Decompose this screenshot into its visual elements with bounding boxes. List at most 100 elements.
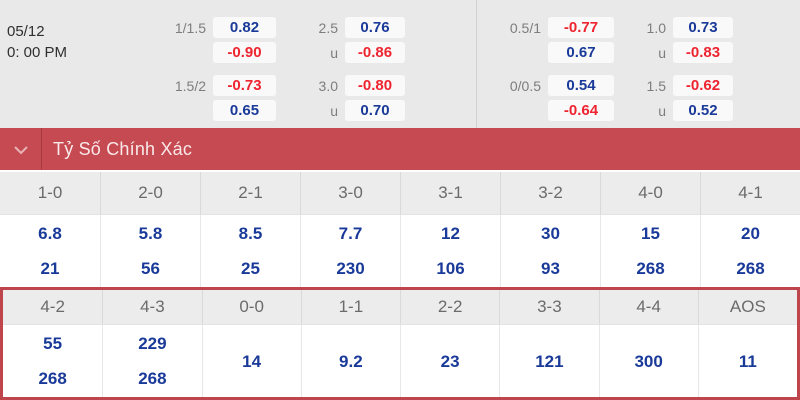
score-column-header: 4-3 [102, 290, 201, 324]
chevron-down-icon[interactable] [13, 145, 29, 155]
odds-value[interactable]: -0.73 [213, 75, 276, 96]
score-odds-value[interactable]: 229 [138, 334, 167, 353]
score-odds-value[interactable]: 15 [641, 224, 660, 243]
score-odds-value[interactable]: 55 [43, 334, 63, 353]
odds-pair-total: 3.0 -0.80 u 0.70 [282, 75, 405, 121]
odds-value[interactable]: 0.65 [213, 100, 276, 121]
score-odds-cell[interactable]: 7.7 230 [300, 215, 400, 287]
score-odds-value[interactable]: 21 [40, 259, 60, 278]
odds-pair-handicap: 1.5/2 -0.73 0.65 [160, 75, 276, 121]
score-odds-value[interactable]: 268 [736, 259, 765, 278]
score-odds-value[interactable]: 268 [636, 259, 665, 278]
score-odds-cell[interactable]: 30 93 [500, 215, 600, 287]
score-odds-cell[interactable]: 5.8 56 [100, 215, 200, 287]
score-odds-cell[interactable]: 55 268 [3, 325, 102, 397]
score-column-header: AOS [697, 290, 797, 324]
odds-line-label: 1.5 [646, 77, 666, 94]
score-odds-value[interactable]: 23 [440, 351, 460, 371]
odds-value[interactable]: -0.64 [548, 100, 614, 121]
score-odds-value[interactable]: 9.2 [339, 351, 363, 371]
odds-line-label: u [330, 102, 338, 119]
score-column-header: 2-2 [400, 290, 499, 324]
odds-line-label: 0/0.5 [509, 77, 541, 94]
score-odds-cell[interactable]: 229 268 [102, 325, 201, 397]
score-column-header: 3-1 [400, 172, 500, 214]
odds-value[interactable]: 0.76 [345, 17, 405, 38]
odds-line-label: 1.0 [646, 19, 666, 36]
odds-value[interactable]: -0.62 [673, 75, 733, 96]
score-odds-value[interactable]: 30 [541, 224, 560, 243]
vertical-divider [476, 0, 477, 128]
score-column-header: 2-0 [100, 172, 200, 214]
score-odds-value[interactable]: 12 [441, 224, 460, 243]
score-odds-value[interactable]: 14 [242, 351, 262, 371]
section-title: Tỷ Số Chính Xác [53, 138, 193, 159]
section-header-bar[interactable]: Tỷ Số Chính Xác [0, 128, 800, 170]
odds-row: 0.5/1 -0.77 0.67 1.0 0.73 u -0.83 [477, 17, 800, 63]
score-odds-value[interactable]: 11 [738, 351, 757, 371]
score-values-row: 55 268 229 268 14 9.2 23 121 [3, 324, 797, 397]
odds-line-label: 1.5/2 [174, 77, 206, 94]
match-time: 0: 00 PM [7, 44, 68, 61]
score-column-header: 4-0 [600, 172, 700, 214]
odds-pair-handicap: 0.5/1 -0.77 0.67 [477, 17, 614, 63]
score-odds-value[interactable]: 268 [38, 369, 67, 388]
odds-value[interactable]: -0.90 [213, 42, 276, 63]
score-odds-value[interactable]: 106 [436, 259, 465, 278]
score-values-row: 6.8 21 5.8 56 8.5 25 7.7 230 12 106 30 9… [0, 214, 800, 287]
score-column-header: 1-0 [37, 183, 63, 202]
score-odds-cell[interactable]: 11 [697, 325, 797, 397]
odds-row: 1/1.5 0.82 -0.90 2.5 0.76 u -0.86 [160, 17, 476, 63]
odds-line-label: u [658, 102, 666, 119]
score-odds-cell[interactable]: 8.5 25 [200, 215, 300, 287]
odds-pair-handicap: 1/1.5 0.82 -0.90 [160, 17, 276, 63]
score-odds-value[interactable]: 93 [541, 259, 560, 278]
score-odds-value[interactable]: 268 [138, 369, 167, 388]
odds-value[interactable]: 0.70 [345, 100, 405, 121]
odds-pair-handicap: 0/0.5 0.54 -0.64 [477, 75, 614, 121]
score-odds-value[interactable]: 8.5 [238, 224, 263, 243]
odds-value[interactable]: -0.83 [673, 42, 733, 63]
odds-pair-total: 2.5 0.76 u -0.86 [282, 17, 405, 63]
odds-line-label: 2.5 [318, 19, 338, 36]
score-odds-value[interactable]: 20 [741, 224, 760, 243]
score-odds-cell[interactable]: 14 [201, 325, 301, 397]
score-odds-value[interactable]: 25 [241, 259, 260, 278]
score-odds-value[interactable]: 6.8 [38, 224, 62, 243]
score-odds-value[interactable]: 300 [634, 351, 663, 371]
odds-value[interactable]: 0.54 [548, 75, 614, 96]
odds-line-label: 1/1.5 [174, 19, 206, 36]
score-odds-cell[interactable]: 12 106 [400, 215, 500, 287]
match-date: 05/12 [7, 23, 45, 40]
score-odds-value[interactable]: 56 [141, 259, 160, 278]
odds-block-left: 1/1.5 0.82 -0.90 2.5 0.76 u -0.86 1.5/2 … [160, 0, 476, 128]
odds-line-label: u [330, 44, 338, 61]
odds-line-label: u [658, 44, 666, 61]
score-odds-cell[interactable]: 121 [499, 325, 598, 397]
score-odds-cell[interactable]: 15 268 [600, 215, 700, 287]
odds-value[interactable]: -0.77 [548, 17, 614, 38]
odds-value[interactable]: -0.86 [345, 42, 405, 63]
score-odds-cell[interactable]: 20 268 [700, 215, 800, 287]
match-odds-header: 05/12 0: 00 PM 1/1.5 0.82 -0.90 2.5 0.76… [0, 0, 800, 128]
score-odds-cell[interactable]: 6.8 21 [0, 215, 100, 287]
correct-score-section-1: 1-0 2-0 2-1 3-0 3-1 3-2 4-0 4-1 6.8 21 5… [0, 170, 800, 287]
odds-value[interactable]: 0.52 [673, 100, 733, 121]
odds-value[interactable]: 0.73 [673, 17, 733, 38]
odds-row: 1.5/2 -0.73 0.65 3.0 -0.80 u 0.70 [160, 75, 476, 121]
score-odds-value[interactable]: 230 [336, 259, 365, 278]
score-odds-cell[interactable]: 300 [598, 325, 698, 397]
score-column-header: 3-3 [499, 290, 598, 324]
score-odds-cell[interactable]: 23 [400, 325, 499, 397]
score-odds-value[interactable]: 5.8 [138, 224, 163, 243]
odds-value[interactable]: -0.80 [345, 75, 405, 96]
score-column-header: 4-2 [40, 297, 65, 316]
score-column-header: 4-1 [700, 172, 800, 214]
score-odds-value[interactable]: 121 [535, 351, 564, 371]
correct-score-section-2: 4-2 4-3 0-0 1-1 2-2 3-3 4-4 AOS 55 268 2… [0, 287, 800, 400]
score-column-header: 3-2 [500, 172, 600, 214]
score-odds-value[interactable]: 7.7 [338, 224, 363, 243]
odds-value[interactable]: 0.82 [213, 17, 276, 38]
odds-value[interactable]: 0.67 [548, 42, 614, 63]
score-odds-cell[interactable]: 9.2 [300, 325, 400, 397]
